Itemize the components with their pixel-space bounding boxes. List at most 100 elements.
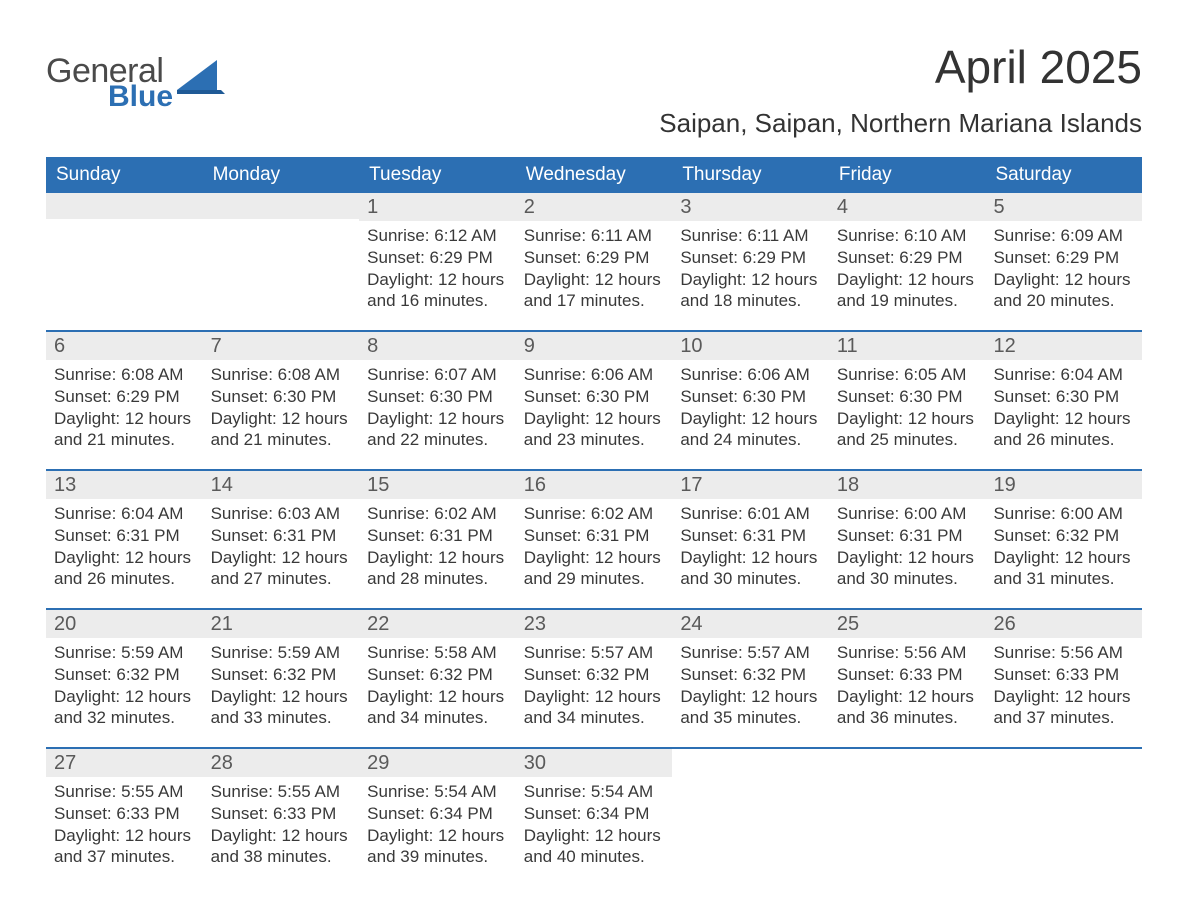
weeks-container: 1Sunrise: 6:12 AMSunset: 6:29 PMDaylight…: [46, 193, 1142, 886]
weekday-header-cell: Saturday: [985, 157, 1142, 193]
day-detail: Sunrise: 5:58 AMSunset: 6:32 PMDaylight:…: [359, 638, 516, 729]
day-number: 2: [516, 193, 673, 221]
day-cell: 28Sunrise: 5:55 AMSunset: 6:33 PMDayligh…: [203, 749, 360, 886]
day-cell: 3Sunrise: 6:11 AMSunset: 6:29 PMDaylight…: [672, 193, 829, 330]
day-cell: 16Sunrise: 6:02 AMSunset: 6:31 PMDayligh…: [516, 471, 673, 608]
day-cell: 4Sunrise: 6:10 AMSunset: 6:29 PMDaylight…: [829, 193, 986, 330]
brand-sail-icon: [177, 60, 225, 94]
day-number: [672, 749, 829, 775]
day-detail: Sunrise: 5:54 AMSunset: 6:34 PMDaylight:…: [516, 777, 673, 868]
day-number: 23: [516, 610, 673, 638]
day-cell: 1Sunrise: 6:12 AMSunset: 6:29 PMDaylight…: [359, 193, 516, 330]
day-number: 20: [46, 610, 203, 638]
day-detail: Sunrise: 6:12 AMSunset: 6:29 PMDaylight:…: [359, 221, 516, 312]
day-cell: 11Sunrise: 6:05 AMSunset: 6:30 PMDayligh…: [829, 332, 986, 469]
weekday-header-cell: Sunday: [46, 157, 203, 193]
day-number: [985, 749, 1142, 775]
day-detail: Sunrise: 6:05 AMSunset: 6:30 PMDaylight:…: [829, 360, 986, 451]
day-detail: Sunrise: 6:09 AMSunset: 6:29 PMDaylight:…: [985, 221, 1142, 312]
day-detail: Sunrise: 6:11 AMSunset: 6:29 PMDaylight:…: [516, 221, 673, 312]
day-cell: 13Sunrise: 6:04 AMSunset: 6:31 PMDayligh…: [46, 471, 203, 608]
day-number: 18: [829, 471, 986, 499]
day-cell: 6Sunrise: 6:08 AMSunset: 6:29 PMDaylight…: [46, 332, 203, 469]
day-number: 3: [672, 193, 829, 221]
day-cell-empty: [672, 749, 829, 886]
day-detail: Sunrise: 6:01 AMSunset: 6:31 PMDaylight:…: [672, 499, 829, 590]
day-number: 19: [985, 471, 1142, 499]
day-number: 5: [985, 193, 1142, 221]
day-number: 8: [359, 332, 516, 360]
day-number: 17: [672, 471, 829, 499]
week-row: 6Sunrise: 6:08 AMSunset: 6:29 PMDaylight…: [46, 330, 1142, 469]
day-detail: Sunrise: 5:57 AMSunset: 6:32 PMDaylight:…: [516, 638, 673, 729]
day-cell: 27Sunrise: 5:55 AMSunset: 6:33 PMDayligh…: [46, 749, 203, 886]
day-detail: Sunrise: 6:08 AMSunset: 6:30 PMDaylight:…: [203, 360, 360, 451]
day-cell: 30Sunrise: 5:54 AMSunset: 6:34 PMDayligh…: [516, 749, 673, 886]
day-cell: 14Sunrise: 6:03 AMSunset: 6:31 PMDayligh…: [203, 471, 360, 608]
day-cell-empty: [203, 193, 360, 330]
day-number: [203, 193, 360, 219]
weekday-header-cell: Tuesday: [359, 157, 516, 193]
day-cell: 10Sunrise: 6:06 AMSunset: 6:30 PMDayligh…: [672, 332, 829, 469]
day-number: 10: [672, 332, 829, 360]
day-cell: 8Sunrise: 6:07 AMSunset: 6:30 PMDaylight…: [359, 332, 516, 469]
day-number: 9: [516, 332, 673, 360]
header-area: General Blue April 2025 Saipan, Saipan, …: [46, 40, 1142, 139]
day-number: 13: [46, 471, 203, 499]
location-subtitle: Saipan, Saipan, Northern Mariana Islands: [659, 108, 1142, 139]
day-detail: Sunrise: 5:56 AMSunset: 6:33 PMDaylight:…: [829, 638, 986, 729]
day-number: 16: [516, 471, 673, 499]
day-detail: Sunrise: 6:08 AMSunset: 6:29 PMDaylight:…: [46, 360, 203, 451]
page: General Blue April 2025 Saipan, Saipan, …: [0, 0, 1188, 886]
day-number: 29: [359, 749, 516, 777]
day-detail: Sunrise: 6:11 AMSunset: 6:29 PMDaylight:…: [672, 221, 829, 312]
day-cell-empty: [46, 193, 203, 330]
day-cell: 23Sunrise: 5:57 AMSunset: 6:32 PMDayligh…: [516, 610, 673, 747]
day-detail: Sunrise: 5:55 AMSunset: 6:33 PMDaylight:…: [46, 777, 203, 868]
week-row: 13Sunrise: 6:04 AMSunset: 6:31 PMDayligh…: [46, 469, 1142, 608]
day-number: [46, 193, 203, 219]
day-detail: Sunrise: 5:56 AMSunset: 6:33 PMDaylight:…: [985, 638, 1142, 729]
title-block: April 2025 Saipan, Saipan, Northern Mari…: [659, 40, 1142, 139]
week-row: 1Sunrise: 6:12 AMSunset: 6:29 PMDaylight…: [46, 193, 1142, 330]
day-detail: Sunrise: 5:54 AMSunset: 6:34 PMDaylight:…: [359, 777, 516, 868]
day-detail: Sunrise: 6:00 AMSunset: 6:32 PMDaylight:…: [985, 499, 1142, 590]
day-number: 1: [359, 193, 516, 221]
day-cell: 15Sunrise: 6:02 AMSunset: 6:31 PMDayligh…: [359, 471, 516, 608]
day-cell: 26Sunrise: 5:56 AMSunset: 6:33 PMDayligh…: [985, 610, 1142, 747]
day-detail: Sunrise: 6:04 AMSunset: 6:31 PMDaylight:…: [46, 499, 203, 590]
day-detail: Sunrise: 5:59 AMSunset: 6:32 PMDaylight:…: [203, 638, 360, 729]
day-cell: 18Sunrise: 6:00 AMSunset: 6:31 PMDayligh…: [829, 471, 986, 608]
day-number: 7: [203, 332, 360, 360]
day-detail: Sunrise: 6:07 AMSunset: 6:30 PMDaylight:…: [359, 360, 516, 451]
weekday-header-cell: Wednesday: [516, 157, 673, 193]
day-detail: Sunrise: 5:55 AMSunset: 6:33 PMDaylight:…: [203, 777, 360, 868]
month-title: April 2025: [659, 40, 1142, 94]
day-number: 6: [46, 332, 203, 360]
day-cell: 9Sunrise: 6:06 AMSunset: 6:30 PMDaylight…: [516, 332, 673, 469]
day-number: 4: [829, 193, 986, 221]
day-cell: 7Sunrise: 6:08 AMSunset: 6:30 PMDaylight…: [203, 332, 360, 469]
day-cell: 5Sunrise: 6:09 AMSunset: 6:29 PMDaylight…: [985, 193, 1142, 330]
day-number: 14: [203, 471, 360, 499]
day-number: 24: [672, 610, 829, 638]
day-cell: 24Sunrise: 5:57 AMSunset: 6:32 PMDayligh…: [672, 610, 829, 747]
day-number: 30: [516, 749, 673, 777]
calendar: SundayMondayTuesdayWednesdayThursdayFrid…: [46, 157, 1142, 886]
weekday-header-row: SundayMondayTuesdayWednesdayThursdayFrid…: [46, 157, 1142, 193]
day-number: 27: [46, 749, 203, 777]
day-detail: Sunrise: 5:59 AMSunset: 6:32 PMDaylight:…: [46, 638, 203, 729]
day-cell-empty: [829, 749, 986, 886]
brand-word-2: Blue: [108, 82, 173, 112]
day-number: 22: [359, 610, 516, 638]
day-cell: 17Sunrise: 6:01 AMSunset: 6:31 PMDayligh…: [672, 471, 829, 608]
day-number: 25: [829, 610, 986, 638]
day-cell-empty: [985, 749, 1142, 886]
day-cell: 20Sunrise: 5:59 AMSunset: 6:32 PMDayligh…: [46, 610, 203, 747]
day-cell: 29Sunrise: 5:54 AMSunset: 6:34 PMDayligh…: [359, 749, 516, 886]
day-cell: 2Sunrise: 6:11 AMSunset: 6:29 PMDaylight…: [516, 193, 673, 330]
weekday-header-cell: Friday: [829, 157, 986, 193]
brand-text: General Blue: [46, 54, 173, 112]
day-detail: Sunrise: 6:02 AMSunset: 6:31 PMDaylight:…: [359, 499, 516, 590]
day-detail: Sunrise: 6:04 AMSunset: 6:30 PMDaylight:…: [985, 360, 1142, 451]
